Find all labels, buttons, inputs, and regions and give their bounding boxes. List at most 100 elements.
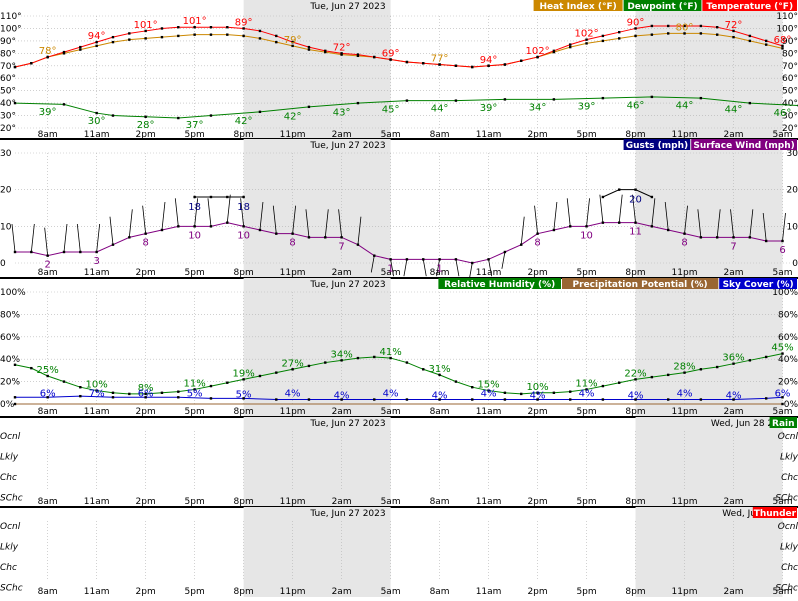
wind-barb [554,202,557,230]
x-tick-label: 5pm [185,587,205,597]
y-tick-label-left: 40% [0,355,20,365]
data-point [357,102,359,104]
data-label: 20 [629,195,642,206]
data-point [765,40,767,42]
wind-barb [619,195,622,223]
data-point [226,26,228,28]
data-point [765,356,767,358]
data-point [193,33,195,35]
y-tick-label-left: Lkly [0,543,19,553]
data-label: 41% [379,347,401,358]
data-point [210,114,212,116]
data-label: 18 [237,202,250,213]
x-tick-label: 11pm [672,587,698,597]
data-point [177,26,179,28]
data-point [373,398,375,400]
x-tick-label: 11pm [280,497,306,507]
wind-barb [12,224,15,252]
y-tick-label-right: Chc [781,473,798,483]
data-label: 4% [628,391,644,402]
night-shade [244,507,391,597]
data-point [357,357,359,359]
data-point [128,38,130,40]
data-label: 31% [428,364,450,375]
data-label: 1 [387,263,393,274]
data-label-dewpoint: 44° [725,104,743,115]
data-point [455,65,457,67]
data-label-dewpoint: 34° [529,102,547,113]
data-label: 4% [481,388,497,399]
y-tick-label-left: 100% [0,288,26,298]
data-label: 22% [624,368,646,379]
x-tick-label: 8pm [234,407,254,417]
y-tick-label-left: 60° [0,74,16,84]
data-label: 72° [333,42,351,53]
night-shade [244,0,391,139]
data-point [30,62,32,64]
wind-barb [175,198,178,226]
data-point [308,48,310,50]
x-tick-label: 8pm [625,497,645,507]
data-label: 4% [383,388,399,399]
data-point [112,396,114,398]
date-label: Tue, Jun 27 2023 [309,419,385,429]
data-label: 8 [534,238,540,249]
data-point [651,376,653,378]
data-point [651,96,653,98]
data-point [406,398,408,400]
data-point [112,41,114,43]
y-tick-label-left: 80° [0,49,16,59]
x-tick-label: 2pm [527,268,547,278]
data-point [79,395,81,397]
x-tick-label: 2pm [136,268,156,278]
data-point [128,393,130,395]
data-point [95,112,97,114]
y-tick-label-left: 30° [0,112,16,122]
wind-barb [521,217,524,245]
y-tick-label-right: Lkly [780,543,798,553]
x-tick-label: 2am [332,497,352,507]
data-label-dewpoint: 28° [137,120,155,131]
data-label: 102° [526,46,550,57]
data-point [275,371,277,373]
data-point [406,61,408,63]
y-tick-label-left: 10 [0,222,12,232]
x-tick-label: 5pm [576,268,596,278]
data-label: 94° [480,55,498,66]
data-point [749,35,751,37]
x-tick-label: 8pm [625,268,645,278]
y-tick-label-left: 30 [0,149,12,159]
data-label: 101° [134,20,158,31]
y-tick-label-left: Chc [0,473,17,483]
data-point [79,386,81,388]
y-tick-label-right: 20 [787,186,798,196]
wind-barb [208,198,211,226]
data-label: 3 [93,256,99,267]
x-tick-label: 11pm [672,407,698,417]
data-point [618,31,620,33]
data-label: 80° [676,22,694,33]
x-tick-label: 8am [430,407,450,417]
data-label-dewpoint: 39° [578,102,596,113]
x-tick-label: 2pm [527,497,547,507]
x-tick-label: 5pm [576,407,596,417]
data-label: 4% [677,388,693,399]
data-point [618,188,620,190]
data-point [602,398,604,400]
legend-label: Precipitation Potential (%) [573,280,708,290]
data-point [700,97,702,99]
data-label-dewpoint: 43° [333,107,351,118]
wind-barb [535,206,538,234]
data-point [226,196,228,198]
y-tick-label-right: 20% [778,378,798,388]
data-point [700,32,702,34]
data-label-dewpoint: 42° [284,112,302,123]
data-label: 90° [627,17,645,28]
data-point [275,41,277,43]
data-point [373,56,375,58]
night-shade [244,139,391,278]
data-point [455,380,457,382]
data-label: 7% [89,388,105,399]
data-label-dewpoint: 30° [88,116,106,127]
data-point [144,116,146,118]
